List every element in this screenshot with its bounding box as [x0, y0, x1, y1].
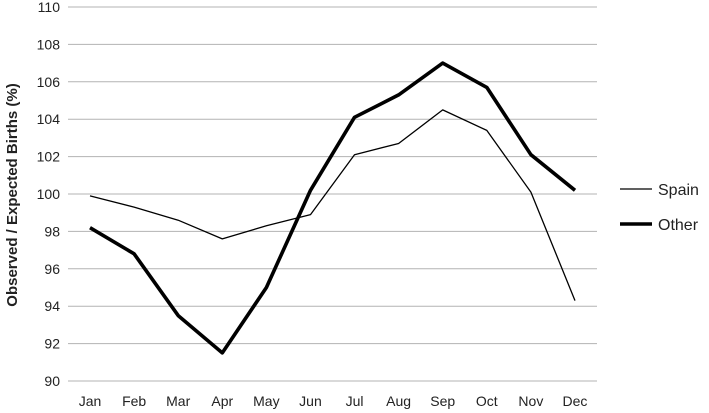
x-tick-label: Jan [79, 393, 102, 409]
x-tick-label: Apr [211, 393, 233, 409]
y-axis-ticks: 90 92 94 96 98 100 102 104 106 108 110 [37, 0, 61, 389]
y-tick-label: 104 [37, 111, 61, 127]
x-tick-label: May [253, 393, 279, 409]
y-tick-label: 106 [37, 74, 61, 90]
y-tick-label: 90 [44, 373, 60, 389]
y-tick-label: 110 [38, 0, 61, 15]
legend: Spain Other [620, 182, 699, 234]
x-axis-ticks: Jan Feb Mar Apr May Jun Jul Aug Sep Oct Nov Dec [79, 393, 588, 409]
y-tick-label: 94 [44, 298, 60, 314]
series-line-spain [89, 109, 576, 301]
y-tick-label: 96 [44, 261, 60, 277]
x-tick-label: Dec [563, 393, 588, 409]
x-tick-label: Feb [122, 393, 146, 409]
legend-label: Other [658, 217, 699, 234]
x-tick-label: Sep [430, 393, 455, 409]
series-lines [89, 61, 577, 355]
y-axis-label: Observed / Expected Births (%) [4, 83, 21, 306]
y-tick-label: 108 [37, 36, 61, 52]
x-tick-label: Oct [476, 393, 498, 409]
y-tick-label: 102 [37, 149, 61, 165]
x-tick-label: Aug [386, 393, 411, 409]
y-tick-label: 100 [37, 186, 61, 202]
series-line-other [89, 61, 577, 355]
x-tick-label: Nov [518, 393, 543, 409]
y-tick-label: 98 [44, 223, 60, 239]
x-tick-label: Jul [346, 393, 364, 409]
grid-lines [68, 6, 597, 382]
x-tick-label: Jun [299, 393, 322, 409]
x-tick-label: Mar [166, 393, 190, 409]
legend-label: Spain [658, 182, 699, 199]
y-tick-label: 92 [44, 336, 60, 352]
